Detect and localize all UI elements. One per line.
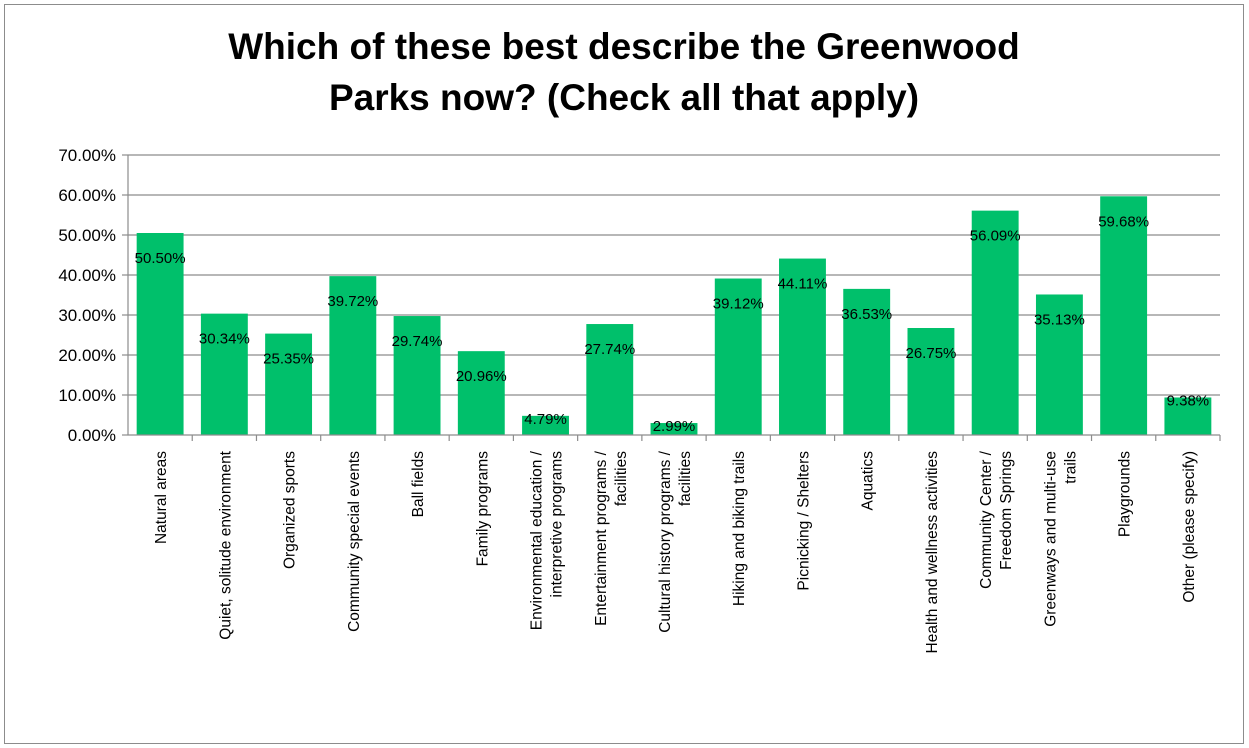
category-label: facilities (677, 451, 694, 506)
bar (136, 233, 184, 435)
bar (779, 258, 826, 435)
y-tick-label: 10.00% (58, 386, 116, 405)
data-label: 9.38% (1167, 392, 1210, 409)
category-label: Playgrounds (1117, 451, 1134, 537)
bar (522, 415, 569, 435)
bar (329, 276, 377, 435)
data-labels: 50.50% 30.34% 25.35% 39.72% 29.74% 20.96% 4.79… (135, 213, 1209, 435)
data-label: 39.72% (327, 293, 378, 310)
category-label: Ball fields (410, 451, 427, 518)
data-label: 30.34% (199, 331, 250, 348)
y-tick-label: 50.00% (58, 226, 116, 245)
bars (136, 196, 1212, 435)
bar (200, 313, 248, 435)
chart-title-line: Parks now? (Check all that apply) (329, 77, 919, 118)
bar (265, 333, 313, 435)
category-label: Family programs (474, 451, 491, 567)
category-label: Community special events (346, 451, 363, 632)
y-tick-label: 40.00% (58, 266, 116, 285)
category-label: Other (please specify) (1181, 451, 1198, 603)
category-label: Organized sports (282, 451, 299, 569)
data-label: 44.11% (778, 276, 828, 293)
category-label: Picnicking / Shelters (795, 451, 812, 591)
x-axis (127, 155, 1221, 441)
data-label: 36.53% (841, 306, 892, 323)
y-tick-label: 60.00% (58, 186, 116, 205)
y-tick-label: 30.00% (58, 306, 116, 325)
bar (1100, 196, 1148, 435)
category-label: Freedom Springs (998, 451, 1015, 570)
y-tick-label: 70.00% (58, 146, 116, 165)
y-tick-label: 0.00% (68, 426, 116, 445)
category-label: Environmental education / (529, 450, 546, 630)
bar (650, 423, 698, 435)
data-label: 27.74% (584, 341, 635, 358)
bar (457, 351, 505, 435)
data-label: 50.50% (135, 250, 186, 267)
chart-title-line: Which of these best describe the Greenwo… (228, 26, 1020, 67)
data-label: 25.35% (263, 351, 314, 368)
category-label: Hiking and biking trails (731, 451, 748, 606)
bar (843, 288, 891, 435)
data-label: 20.96% (456, 368, 507, 385)
bar (393, 316, 441, 435)
category-labels: Natural areas Quiet, solitude environment… (153, 450, 1198, 653)
bar (907, 328, 955, 435)
bar (1164, 397, 1212, 435)
data-label: 39.12% (713, 296, 764, 313)
category-label: Health and wellness activities (924, 451, 941, 654)
chart-title: Which of these best describe the Greenwo… (228, 26, 1020, 118)
category-label: trails (1062, 451, 1079, 484)
data-label: 59.68% (1098, 213, 1149, 230)
category-label: Natural areas (153, 451, 170, 544)
category-label: Aquatics (860, 451, 877, 511)
category-label: Entertainment programs / (593, 450, 610, 626)
bar (1035, 294, 1083, 435)
data-label: 2.99% (653, 418, 696, 435)
bar (586, 324, 634, 435)
category-label: Greenways and multi-use (1042, 451, 1059, 627)
data-label: 26.75% (906, 345, 957, 362)
data-label: 35.13% (1034, 311, 1085, 328)
data-label: 56.09% (970, 228, 1021, 245)
category-label: interpretive programs (549, 451, 566, 598)
category-label: facilities (613, 451, 630, 506)
data-label: 4.79% (524, 411, 567, 428)
bar (971, 210, 1019, 435)
y-axis-ticks: 0.00% 10.00% 20.00% 30.00% 40.00% 50.00% 60.00… (58, 146, 128, 445)
category-label: Quiet, solitude environment (217, 450, 234, 639)
bar (714, 278, 762, 435)
data-label: 29.74% (392, 333, 443, 350)
category-label: Community Center / (978, 450, 995, 589)
y-tick-label: 20.00% (58, 346, 116, 365)
category-label: Cultural history programs / (657, 450, 674, 632)
